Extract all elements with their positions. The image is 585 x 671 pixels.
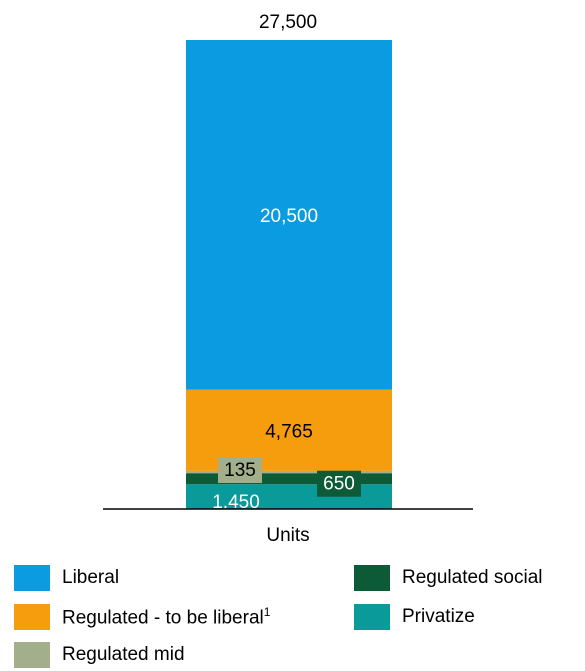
legend-swatch-regulated-to-be-liberal (14, 604, 50, 630)
legend-label-regulated-to-be-liberal: Regulated - to be liberal1 (62, 605, 270, 629)
legend-label-liberal: Liberal (62, 567, 120, 588)
legend-label-regulated-social: Regulated social (402, 567, 543, 588)
legend-item-privatize: Privatize (354, 603, 475, 631)
legend-swatch-regulated-mid (14, 642, 50, 668)
category-label: Units (266, 525, 309, 546)
legend-footnote-marker: 1 (263, 604, 271, 619)
data-label-liberal: 20,500 (260, 206, 318, 227)
legend-swatch-regulated-social (354, 565, 390, 591)
legend-item-regulated-to-be-liberal: Regulated - to be liberal1 (14, 603, 270, 631)
data-label-regulated-to-be-liberal: 4,765 (265, 421, 313, 442)
bar-segment-liberal (186, 40, 392, 390)
legend-label-regulated-to-be-liberal-text: Regulated - to be liberal (62, 607, 264, 629)
data-label-box-regulated-mid (218, 457, 262, 484)
total-label: 27,500 (259, 12, 317, 33)
legend-item-regulated-mid: Regulated mid (14, 641, 185, 669)
legend-swatch-liberal (14, 565, 50, 591)
data-label-regulated-social: 650 (323, 474, 355, 495)
data-label-regulated-mid: 135 (224, 460, 256, 481)
legend-item-liberal: Liberal (14, 564, 119, 592)
legend-swatch-privatize (354, 604, 390, 630)
bar-segment-regulated-mid (186, 470, 392, 474)
legend-item-regulated-social: Regulated social (354, 564, 542, 592)
data-label-privatize: 1,450 (212, 492, 260, 513)
stacked-bar-chart: 27,500 1,450 650 135 4,765 20,500 Units (103, 12, 473, 546)
bar-segment-regulated-social (186, 473, 392, 485)
legend-label-privatize: Privatize (402, 606, 475, 627)
bar-stack: 1,450 650 135 4,765 20,500 (186, 40, 392, 513)
data-label-box-regulated-social (317, 470, 361, 497)
legend-label-regulated-mid: Regulated mid (62, 644, 185, 665)
